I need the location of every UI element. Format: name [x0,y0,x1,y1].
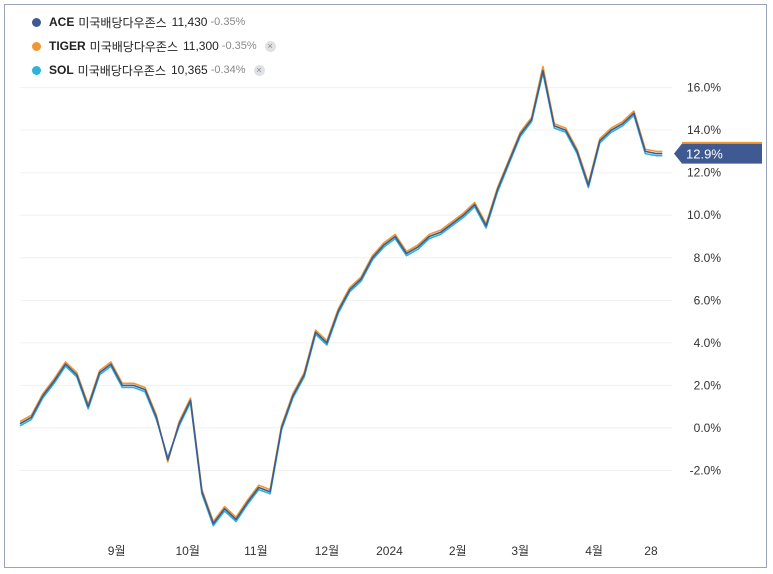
series-line-sol[interactable] [19,72,663,527]
x-tick-label: 9월 [108,544,126,558]
y-tick-label: 16.0% [687,81,721,95]
x-tick-label: 3월 [511,544,529,558]
current-value-tag [674,143,762,164]
x-tick-label: 4월 [585,544,603,558]
legend-item-sol[interactable]: SOL 미국배당다우존스 10,365 -0.34% × [32,58,276,82]
legend-change: -0.34% [210,64,246,76]
legend-ticker: TIGER [49,39,86,53]
y-tick-label: 4.0% [694,336,722,350]
y-tick-label: 0.0% [694,421,722,435]
x-tick-label: 10월 [175,544,199,558]
legend-ticker: SOL [49,63,74,77]
y-tick-label: -2.0% [690,463,722,477]
legend-price: 11,300 [183,39,219,53]
y-tick-label: 10.0% [687,208,721,222]
y-tick-label: 8.0% [694,251,722,265]
y-tick-label: 14.0% [687,123,721,137]
legend-change: -0.35% [221,40,257,52]
legend-item-tiger[interactable]: TIGER 미국배당다우존스 11,300 -0.35% × [32,34,276,58]
legend-item-ace[interactable]: ACE 미국배당다우존스 11,430 -0.35% [32,10,276,34]
chart-frame [4,4,767,568]
remove-series-icon[interactable]: × [264,40,276,52]
x-tick-label: 11월 [244,544,268,558]
x-axis: 9월 10월 11월 12월 2024 2월 3월 4월 28 [108,544,658,558]
series-color-dot [32,65,41,75]
y-tick-label: 2.0% [694,378,722,392]
gridlines [20,87,672,471]
y-tick-label: 12.0% [687,166,721,180]
series-color-dot [32,17,41,27]
y-axis: 16.0% 14.0% 12.0% 10.0% 8.0% 6.0% 4.0% 2.0% 0.0%… [687,81,721,478]
legend-fund-name: 미국배당다우존스 [78,15,167,30]
y-tick-label: 6.0% [694,293,722,307]
series-line-tiger[interactable] [19,65,663,523]
legend-change: -0.35% [210,16,246,28]
legend-fund-name: 미국배당다우존스 [77,63,166,78]
legend-ticker: ACE [49,15,75,29]
x-tick-label: 2024 [376,544,403,558]
legend-price: 10,365 [171,63,208,77]
series-color-dot [32,41,41,51]
remove-series-icon[interactable]: × [253,64,265,76]
series-line-ace[interactable] [19,69,663,525]
x-tick-label: 28 [644,544,658,558]
x-tick-label: 2월 [449,544,467,558]
legend-fund-name: 미국배당다우존스 [89,39,178,54]
current-value-marker: 12.9% [674,141,762,164]
legend-price: 11,430 [171,15,208,29]
x-tick-label: 12월 [315,544,339,558]
series-lines [19,65,663,527]
current-value-label: 12.9% [686,147,723,162]
legend: ACE 미국배당다우존스 11,430 -0.35% TIGER 미국배당다우존… [32,10,276,82]
